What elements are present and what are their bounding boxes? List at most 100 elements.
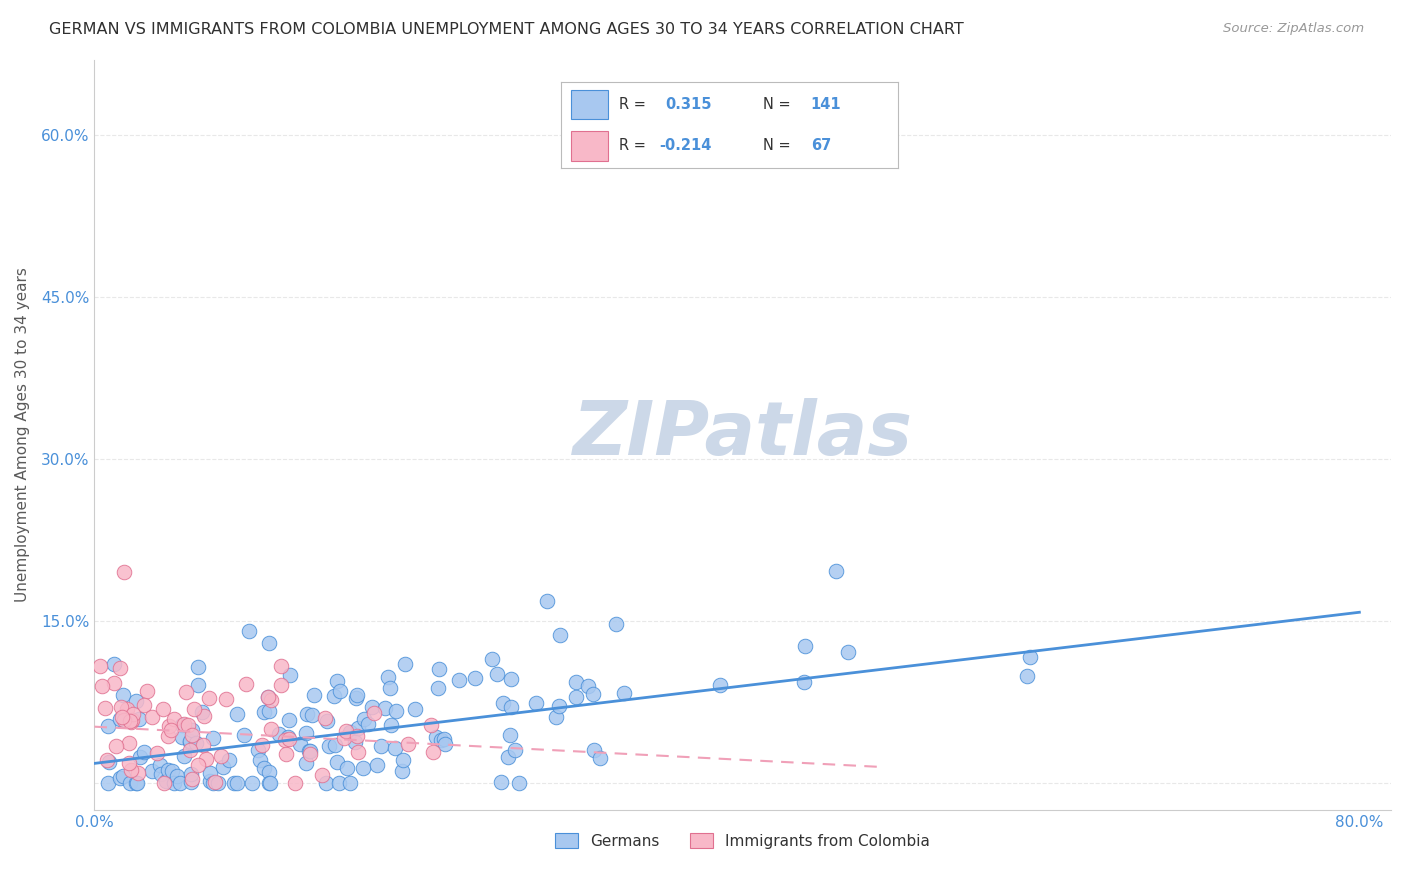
Point (422, 745, 444, 759)
Point (253, 761, 276, 775)
Point (149, 758, 172, 772)
Point (536, 594, 558, 608)
Point (546, 709, 568, 723)
Point (108, 712, 131, 726)
Point (588, 751, 610, 765)
Point (232, 728, 254, 742)
Point (336, 761, 359, 775)
Point (328, 776, 350, 790)
Point (499, 699, 522, 714)
Point (198, 691, 221, 706)
Point (127, 776, 149, 790)
Point (294, 756, 316, 770)
Text: ZIPatlas: ZIPatlas (572, 398, 912, 471)
Point (380, 717, 402, 731)
Point (582, 743, 605, 757)
Point (481, 652, 503, 666)
Point (103, 676, 125, 690)
Point (112, 566, 135, 580)
Point (346, 689, 368, 703)
Point (170, 718, 193, 732)
Point (157, 729, 180, 743)
Point (274, 732, 297, 747)
Point (353, 760, 375, 774)
Point (404, 701, 426, 715)
Point (173, 717, 195, 731)
Point (152, 702, 174, 716)
Point (329, 684, 352, 698)
Point (257, 765, 280, 780)
Point (226, 706, 249, 721)
Point (179, 735, 201, 749)
Point (419, 718, 441, 732)
Point (118, 736, 141, 750)
Point (326, 755, 349, 769)
Point (125, 776, 148, 790)
Point (277, 730, 299, 744)
Point (166, 769, 188, 783)
Point (323, 738, 346, 752)
Point (374, 700, 396, 714)
Point (90, 679, 112, 693)
Point (215, 691, 238, 706)
Text: Source: ZipAtlas.com: Source: ZipAtlas.com (1223, 22, 1364, 36)
Point (267, 727, 290, 741)
Point (299, 747, 322, 761)
Point (360, 700, 382, 714)
Point (224, 776, 246, 790)
Point (314, 710, 336, 724)
Point (173, 749, 195, 764)
Point (284, 776, 307, 790)
Point (193, 738, 215, 752)
Point (127, 766, 149, 780)
Point (96, 753, 118, 767)
Point (288, 737, 311, 751)
Point (347, 721, 370, 735)
Legend: Germans, Immigrants from Colombia: Germans, Immigrants from Colombia (550, 827, 936, 855)
Point (270, 659, 292, 673)
Point (357, 717, 380, 731)
Point (257, 776, 280, 790)
Point (370, 739, 392, 753)
Point (433, 732, 456, 747)
Point (163, 712, 186, 726)
Point (89, 659, 111, 673)
Point (499, 728, 522, 742)
Point (489, 774, 512, 789)
Point (121, 713, 143, 727)
Point (110, 772, 132, 786)
Point (226, 776, 249, 790)
Point (157, 719, 180, 733)
Point (207, 776, 229, 790)
Point (238, 624, 260, 638)
Point (278, 668, 301, 682)
Point (111, 709, 134, 723)
Point (547, 698, 569, 713)
Point (257, 690, 280, 704)
Point (112, 769, 135, 783)
Point (169, 776, 191, 790)
Point (191, 705, 214, 719)
Point (503, 742, 526, 756)
Point (155, 773, 177, 788)
Point (378, 681, 401, 696)
Point (278, 731, 301, 746)
Point (177, 718, 200, 732)
Point (1015, 669, 1038, 683)
Point (198, 773, 221, 788)
Point (316, 714, 339, 728)
Point (524, 696, 547, 710)
Point (160, 723, 183, 737)
Point (257, 690, 280, 705)
Point (344, 735, 367, 749)
Point (253, 705, 276, 719)
Point (363, 706, 385, 720)
Point (252, 738, 274, 752)
Point (112, 688, 135, 702)
Point (301, 708, 323, 723)
Point (181, 723, 204, 737)
Point (120, 714, 142, 728)
Point (315, 776, 337, 790)
Point (709, 677, 731, 691)
Point (249, 753, 271, 767)
